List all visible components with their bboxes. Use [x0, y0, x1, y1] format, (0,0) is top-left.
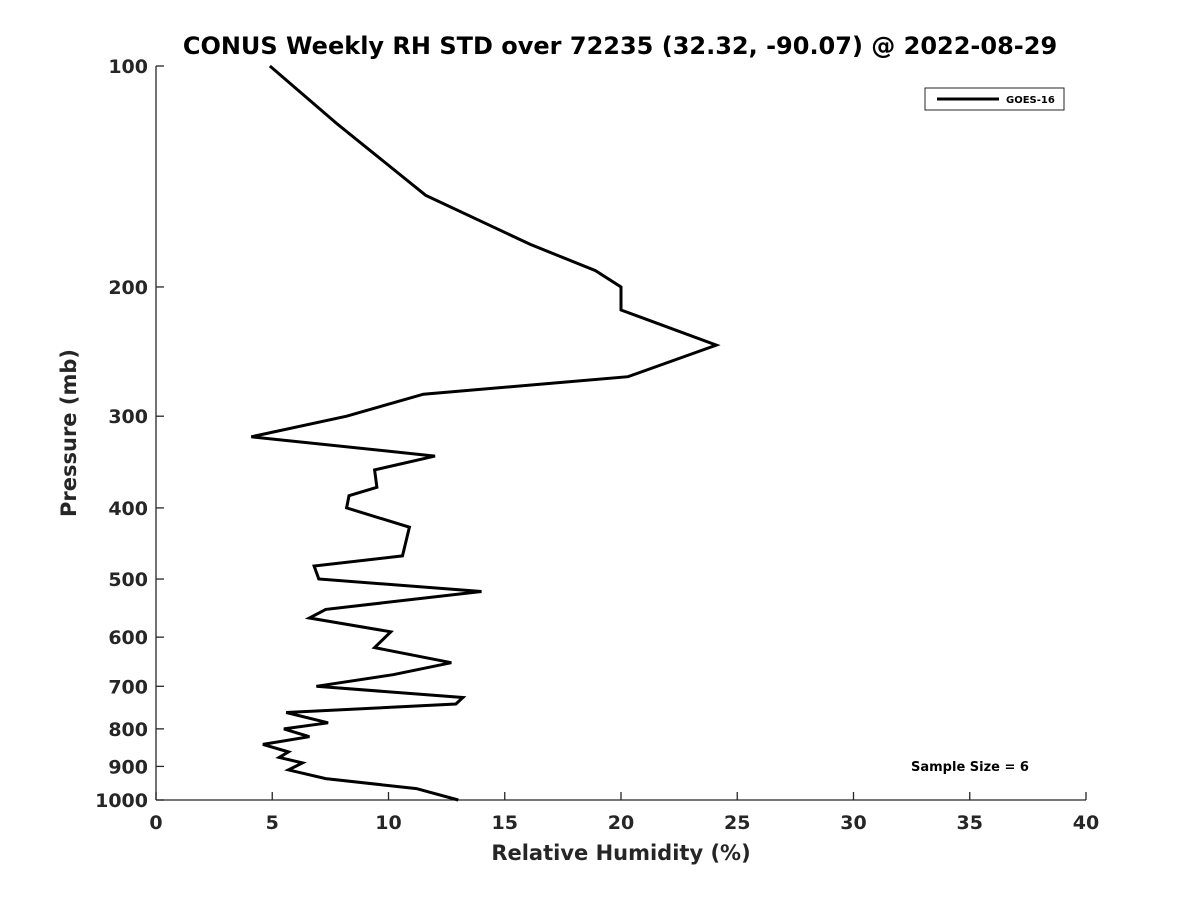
y-axis-ticks: 100 200 300 400 500 600 700 800 900 1000 [95, 56, 164, 812]
x-tick-label: 30 [840, 812, 866, 834]
chart-title: CONUS Weekly RH STD over 72235 (32.32, -… [183, 32, 1057, 60]
y-tick-label: 100 [108, 56, 148, 78]
series-line-goes-16 [250, 64, 721, 802]
y-axis-label: Pressure (mb) [57, 349, 81, 517]
y-tick-label: 300 [108, 406, 148, 428]
y-tick-label: 600 [108, 627, 148, 649]
x-tick-label: 35 [957, 812, 983, 834]
x-tick-label: 5 [266, 812, 279, 834]
legend: GOES-16 [924, 87, 1065, 111]
y-tick-label: 700 [108, 676, 148, 698]
y-tick-label: 800 [108, 719, 148, 741]
y-tick-label: 900 [108, 756, 148, 778]
sample-size-annotation: Sample Size = 6 [911, 760, 1029, 775]
y-tick-label: 500 [108, 569, 148, 591]
y-tick-label: 1000 [95, 790, 148, 812]
x-tick-label: 25 [724, 812, 750, 834]
x-tick-label: 0 [149, 812, 162, 834]
x-axis-ticks: 0 5 10 15 20 25 30 35 40 [149, 792, 1099, 834]
x-tick-label: 40 [1073, 812, 1099, 834]
y-tick-label: 200 [108, 277, 148, 299]
y-tick-label: 400 [108, 498, 148, 520]
x-tick-label: 15 [492, 812, 518, 834]
x-tick-label: 20 [608, 812, 634, 834]
legend-entry-label: GOES-16 [1006, 95, 1055, 106]
x-axis-label: Relative Humidity (%) [491, 841, 750, 865]
x-tick-label: 10 [375, 812, 401, 834]
series-layer [250, 64, 721, 802]
